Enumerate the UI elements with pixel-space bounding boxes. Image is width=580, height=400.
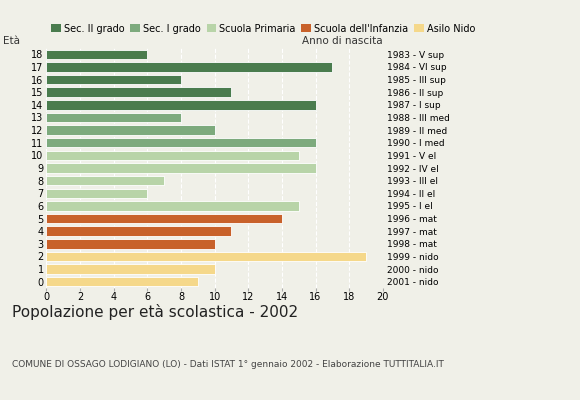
Bar (46, 163, 316, 173)
Bar (46, 264, 215, 274)
Legend: Sec. II grado, Sec. I grado, Scuola Primaria, Scuola dell'Infanzia, Asilo Nido: Sec. II grado, Sec. I grado, Scuola Prim… (51, 24, 475, 34)
Bar (46, 138, 316, 148)
Bar (46, 50, 147, 59)
Bar (46, 239, 215, 248)
Bar (46, 201, 299, 211)
Bar (46, 125, 215, 135)
Bar (46, 176, 164, 185)
Bar (46, 252, 366, 261)
Bar (46, 188, 147, 198)
Bar (46, 151, 299, 160)
Bar (46, 113, 181, 122)
Bar (46, 277, 198, 286)
Bar (46, 88, 231, 97)
Bar (46, 62, 332, 72)
Text: Età: Età (3, 36, 20, 46)
Bar (46, 100, 316, 110)
Bar (46, 214, 282, 223)
Bar (46, 226, 231, 236)
Text: Anno di nascita: Anno di nascita (302, 36, 383, 46)
Bar (46, 75, 181, 84)
Text: Popolazione per età scolastica - 2002: Popolazione per età scolastica - 2002 (12, 304, 298, 320)
Text: COMUNE DI OSSAGO LODIGIANO (LO) - Dati ISTAT 1° gennaio 2002 - Elaborazione TUTT: COMUNE DI OSSAGO LODIGIANO (LO) - Dati I… (12, 360, 444, 369)
